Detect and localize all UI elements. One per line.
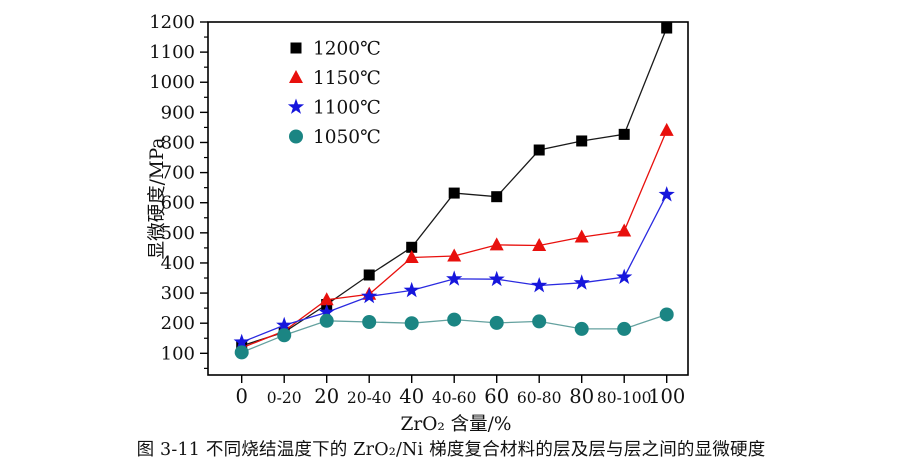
data-point-marker	[234, 345, 249, 360]
y-tick-label: 1100	[149, 42, 195, 63]
data-point-marker	[532, 237, 547, 251]
y-axis-label: 显微硬度/MPa	[147, 138, 168, 260]
data-point-marker	[446, 270, 463, 286]
data-point-marker	[489, 237, 504, 251]
data-point-marker	[277, 328, 292, 343]
data-point-marker	[573, 274, 590, 290]
x-tick-label: 20-40	[347, 389, 392, 407]
y-tick-label: 600	[161, 193, 195, 214]
x-tick-label: 80-100	[597, 389, 652, 407]
y-tick-label: 500	[161, 223, 195, 244]
data-point-marker	[362, 314, 377, 329]
data-point-marker	[488, 270, 505, 287]
data-point-marker	[404, 250, 419, 264]
x-tick-label: 100	[648, 385, 685, 408]
data-point-marker	[289, 70, 303, 83]
data-point-marker	[576, 135, 588, 147]
data-point-marker	[574, 229, 589, 243]
plot-border	[207, 21, 689, 376]
data-point-marker	[406, 241, 418, 253]
legend-label: 1200℃	[313, 39, 381, 60]
data-point-marker	[447, 248, 462, 262]
data-point-marker	[659, 122, 674, 136]
data-point-marker	[363, 269, 375, 281]
x-axis-label: ZrO₂ 含量/%	[401, 414, 512, 435]
legend-item: 1100℃	[287, 98, 381, 119]
data-point-marker	[319, 313, 334, 328]
y-tick-label: 100	[161, 343, 195, 364]
y-tick-label: 1000	[149, 72, 195, 93]
data-point-marker	[319, 292, 334, 306]
data-point-marker	[617, 223, 632, 237]
data-point-marker	[489, 315, 504, 330]
data-point-marker	[658, 186, 675, 202]
y-tick-label: 1200	[149, 12, 195, 33]
legend-label: 1100℃	[313, 98, 381, 119]
data-point-marker	[276, 316, 293, 333]
x-tick-label: 40	[399, 385, 424, 408]
legend-item: 1050℃	[289, 127, 381, 148]
x-tick-label: 40-60	[432, 389, 477, 407]
y-tick-label: 800	[161, 132, 195, 153]
figure-caption: 图 3-11 不同烧结温度下的 ZrO₂/Ni 梯度复合材料的层及层与层之间的显…	[136, 440, 766, 460]
data-point-marker	[533, 144, 545, 156]
data-point-marker	[289, 129, 303, 144]
data-point-marker	[361, 287, 378, 304]
data-point-marker	[403, 281, 420, 298]
data-point-marker	[618, 128, 630, 140]
x-tick-label: 60	[484, 385, 509, 408]
series-line	[241, 27, 668, 347]
x-tick-label: 80	[569, 385, 594, 408]
y-tick-label: 900	[161, 102, 195, 123]
data-point-marker	[617, 321, 632, 336]
x-tick-label: 20	[314, 385, 339, 408]
legend-label: 1150℃	[313, 68, 381, 89]
series-1200	[236, 22, 673, 352]
y-tick-label: 400	[161, 253, 195, 274]
series-1100	[233, 186, 675, 349]
data-point-marker	[491, 191, 503, 203]
y-tick-label: 300	[161, 283, 195, 304]
y-tick-label: 700	[161, 163, 195, 184]
data-point-marker	[447, 312, 462, 327]
data-point-marker	[318, 303, 335, 320]
data-point-marker	[290, 42, 302, 54]
series-1050	[234, 307, 674, 360]
data-point-marker	[659, 307, 674, 322]
legend-item: 1200℃	[290, 39, 381, 60]
data-point-marker	[532, 314, 547, 329]
x-tick-label: 60-80	[517, 389, 562, 407]
x-tick-label: 0	[235, 385, 247, 408]
data-point-marker	[574, 321, 589, 336]
data-point-marker	[531, 277, 548, 293]
microhardness-line-chart: 1002003004005006007008009001000110012000…	[147, 12, 689, 435]
legend-item: 1150℃	[289, 68, 381, 89]
data-point-marker	[448, 187, 460, 199]
data-point-marker	[233, 333, 250, 349]
legend-label: 1050℃	[313, 127, 381, 148]
y-tick-label: 200	[161, 313, 195, 334]
data-point-marker	[661, 22, 673, 34]
data-point-marker	[287, 98, 305, 114]
data-point-marker	[616, 268, 633, 284]
x-tick-label: 0-20	[267, 389, 302, 407]
data-point-marker	[404, 316, 419, 331]
